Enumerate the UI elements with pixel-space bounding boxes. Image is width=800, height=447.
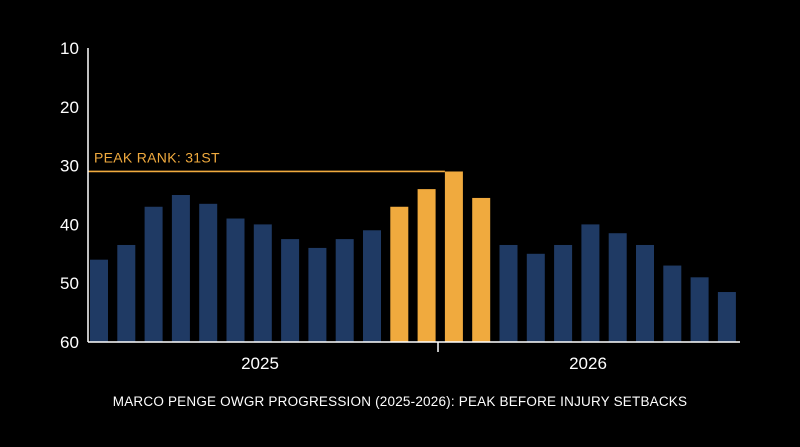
- bar-highlight: [472, 197, 491, 342]
- bar: [608, 233, 627, 342]
- bar: [308, 247, 327, 342]
- bar: [171, 195, 190, 342]
- x-tick-label-year: 2025: [241, 354, 279, 373]
- y-tick-label: 30: [60, 157, 79, 176]
- y-tick-label: 60: [60, 333, 79, 352]
- y-tick-label: 20: [60, 98, 79, 117]
- bar: [199, 203, 218, 342]
- bar: [253, 224, 272, 342]
- bar-highlight: [390, 206, 409, 342]
- x-tick-label-year: 2026: [569, 354, 607, 373]
- bar: [144, 206, 163, 342]
- y-tick-label: 10: [60, 39, 79, 58]
- y-tick-label: 40: [60, 215, 79, 234]
- bar: [636, 244, 654, 342]
- bar: [363, 230, 381, 342]
- bar: [90, 259, 108, 342]
- bar: [499, 244, 518, 342]
- bar: [335, 239, 354, 342]
- bar: [581, 224, 600, 342]
- bar-highlight: [444, 171, 463, 342]
- bar-highlight: [417, 189, 436, 342]
- bar: [226, 218, 245, 342]
- chart-title: MARCO PENGE OWGR PROGRESSION (2025-2026)…: [112, 394, 688, 409]
- bar: [690, 277, 709, 342]
- bar: [526, 253, 545, 342]
- bar: [717, 292, 736, 342]
- bar: [281, 239, 300, 342]
- bar: [554, 244, 573, 342]
- bar: [117, 244, 136, 342]
- y-tick-label: 50: [60, 274, 79, 293]
- peak-annotation-label: PEAK RANK: 31ST: [94, 149, 220, 165]
- bar: [663, 265, 682, 342]
